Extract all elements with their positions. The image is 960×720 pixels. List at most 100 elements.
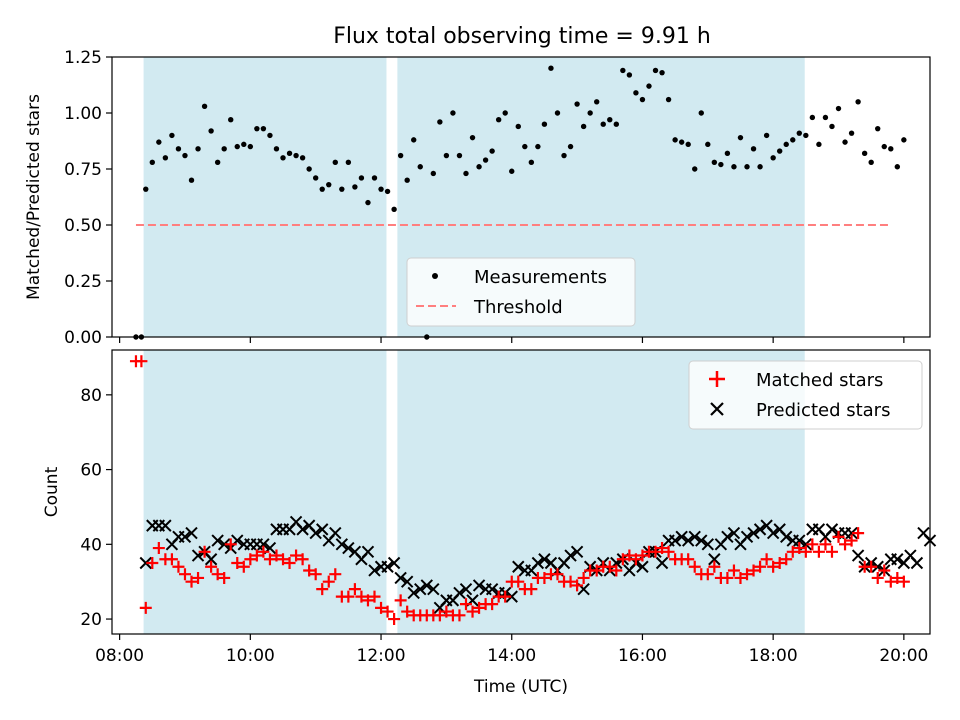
measurement-point	[162, 155, 169, 161]
predicted-star-point	[387, 556, 401, 570]
matched-star-point	[773, 557, 786, 569]
measurement-point	[378, 186, 384, 192]
measurement-point	[299, 155, 306, 161]
predicted-star-point	[825, 523, 839, 536]
measurement-point	[391, 206, 397, 213]
measurement-point	[816, 141, 822, 148]
matched-star-point	[185, 575, 198, 588]
predicted-star-point	[753, 523, 767, 536]
measurement-point	[339, 186, 345, 192]
matched-star-point	[636, 549, 649, 562]
matched-star-point	[322, 575, 335, 588]
matched-star-point	[825, 545, 838, 558]
measurement-point	[652, 67, 659, 74]
measurement-point	[783, 141, 789, 148]
matched-star-point	[734, 571, 747, 584]
measurement-point	[371, 175, 378, 181]
predicted-star-point	[747, 526, 760, 540]
measurement-point	[469, 134, 476, 141]
measurement-point	[554, 110, 561, 116]
measurement-point	[443, 152, 450, 159]
measurement-point	[365, 199, 371, 206]
measurement-point	[855, 99, 861, 105]
matched-star-point	[499, 590, 512, 603]
matched-star-point	[786, 545, 799, 558]
predicted-star-point	[740, 530, 754, 544]
measurement-point	[613, 121, 620, 127]
top-x-ticks	[119, 337, 905, 343]
measurement-point	[639, 96, 646, 103]
predicted-star-point	[361, 545, 375, 558]
x-tick-label: 10:00	[226, 646, 275, 666]
measurement-point	[430, 170, 437, 177]
measurement-point	[659, 69, 665, 76]
measurement-point	[809, 114, 816, 121]
predicted-star-point	[505, 590, 518, 603]
top-y-tick-label: 1.00	[64, 104, 102, 124]
measurement-point	[417, 164, 423, 170]
legend-label-threshold: Threshold	[473, 297, 563, 318]
predicted-star-point	[414, 582, 427, 596]
matched-star-point	[845, 534, 858, 547]
measurement-point	[489, 148, 495, 154]
predicted-star-point	[185, 526, 198, 540]
matched-star-point	[329, 568, 342, 581]
matched-star-point	[871, 571, 884, 584]
bottom-y-ticks: 20 40 60 80	[80, 386, 112, 630]
measurement-point	[724, 150, 731, 157]
bottom-y-tick-label: 80	[80, 386, 102, 406]
matched-star-point	[727, 564, 740, 577]
measurement-point	[326, 181, 332, 188]
measurement-point	[273, 146, 280, 152]
matched-star-point	[852, 527, 865, 540]
measurement-points	[133, 65, 907, 340]
measurement-point	[332, 159, 338, 165]
predicted-star-point	[780, 530, 793, 544]
measurement-point	[607, 117, 613, 123]
measurement-point	[502, 110, 508, 116]
predicted-star-point	[335, 538, 349, 551]
measurement-point	[286, 150, 293, 157]
matched-star-point	[394, 594, 407, 607]
top-panel: 0.00 0.25 0.50 0.75 1.00 1.25 Matched/Predict…	[24, 48, 931, 348]
matched-star-point	[440, 605, 453, 618]
matched-star-point	[616, 553, 629, 566]
measurement-point	[188, 177, 195, 183]
measurement-point	[463, 170, 469, 177]
measurement-point	[646, 83, 652, 89]
legend-marker-predicted	[710, 402, 724, 416]
top-legend-box	[406, 257, 636, 327]
measurement-point	[698, 110, 704, 116]
predicted-star-point	[695, 534, 708, 547]
matched-star-point	[806, 538, 819, 551]
measurement-point	[580, 123, 587, 130]
predicted-star-point	[217, 538, 231, 551]
matched-star-point	[453, 609, 466, 622]
matched-star-point	[368, 590, 381, 603]
matched-star-point	[250, 549, 263, 562]
matched-star-point	[316, 583, 329, 596]
measurement-point	[672, 137, 678, 143]
matched-star-point	[355, 590, 368, 603]
matched-star-point	[662, 545, 675, 558]
matched-star-point	[375, 601, 388, 614]
matched-star-point	[257, 545, 270, 558]
measurement-point	[868, 159, 874, 165]
legend-label-predicted: Predicted stars	[756, 400, 890, 421]
predicted-star-point	[329, 526, 342, 540]
measurement-point	[685, 141, 691, 148]
bottom-plot-frame	[111, 349, 931, 635]
predicted-star-point	[708, 553, 721, 566]
matched-star-point	[152, 542, 165, 555]
matched-star-point	[231, 557, 244, 569]
matched-star-point	[577, 571, 590, 584]
measurement-point	[345, 159, 352, 165]
predicted-star-point	[891, 553, 904, 566]
predicted-star-point	[564, 549, 577, 562]
measurement-point	[515, 123, 521, 130]
matched-star-point	[564, 575, 577, 588]
predicted-star-point	[309, 526, 322, 540]
x-tick-label: 16:00	[618, 646, 667, 666]
measurement-point	[790, 137, 796, 143]
matched-star-point	[571, 579, 584, 592]
